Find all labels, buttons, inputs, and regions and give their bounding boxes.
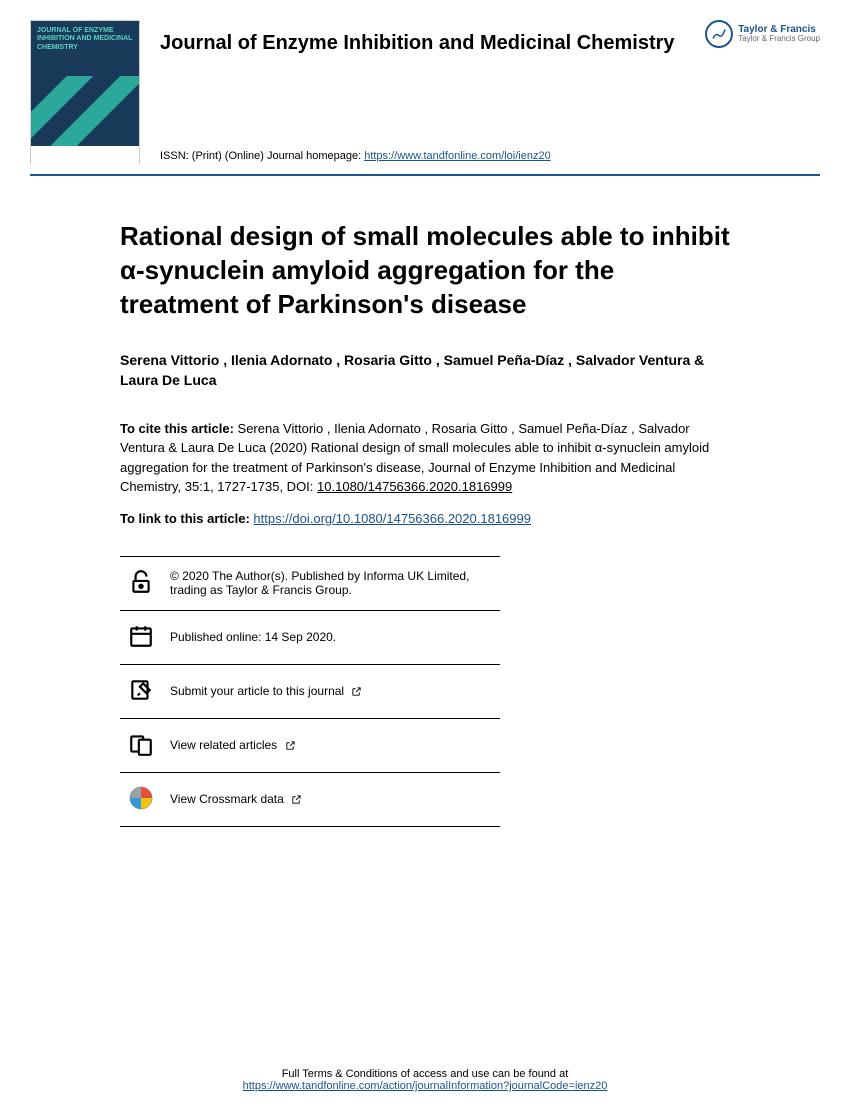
citation-block: To cite this article: Serena Vittorio , … — [120, 419, 730, 497]
info-table: © 2020 The Author(s). Published by Infor… — [120, 556, 500, 827]
authors: Serena Vittorio , Ilenia Adornato , Rosa… — [120, 351, 730, 390]
crossmark-text[interactable]: View Crossmark data — [170, 792, 284, 806]
footer: Full Terms & Conditions of access and us… — [0, 1068, 850, 1092]
footer-text: Full Terms & Conditions of access and us… — [0, 1068, 850, 1080]
issn-line: ISSN: (Print) (Online) Journal homepage:… — [160, 150, 551, 162]
journal-homepage-link[interactable]: https://www.tandfonline.com/loi/ienz20 — [364, 150, 551, 162]
published-text: Published online: 14 Sep 2020. — [162, 610, 500, 664]
external-link-icon — [351, 686, 362, 697]
crossmark-icon — [128, 785, 154, 811]
publisher-icon — [705, 20, 733, 48]
link-line: To link to this article: https://doi.org… — [120, 511, 730, 526]
issn-prefix: ISSN: (Print) (Online) Journal homepage: — [160, 150, 364, 162]
external-link-icon — [285, 740, 296, 751]
publisher-logo: Taylor & Francis Taylor & Francis Group — [705, 20, 820, 48]
main-content: Rational design of small molecules able … — [0, 180, 850, 827]
submit-text[interactable]: Submit your article to this journal — [170, 684, 344, 698]
header-divider — [30, 174, 820, 176]
related-icon — [128, 731, 154, 757]
publisher-subtitle: Taylor & Francis Group — [738, 35, 820, 44]
header: JOURNAL OF ENZYME INHIBITION AND MEDICIN… — [0, 0, 850, 180]
doi-link[interactable]: 10.1080/14756366.2020.1816999 — [317, 479, 512, 494]
journal-cover: JOURNAL OF ENZYME INHIBITION AND MEDICIN… — [30, 20, 140, 165]
published-row: Published online: 14 Sep 2020. — [120, 610, 500, 664]
calendar-icon — [128, 623, 154, 649]
journal-title: Journal of Enzyme Inhibition and Medicin… — [160, 32, 675, 55]
article-title: Rational design of small molecules able … — [120, 220, 730, 321]
license-text: © 2020 The Author(s). Published by Infor… — [162, 556, 500, 610]
license-row: © 2020 The Author(s). Published by Infor… — [120, 556, 500, 610]
crossmark-row[interactable]: View Crossmark data — [120, 772, 500, 826]
article-link[interactable]: https://doi.org/10.1080/14756366.2020.18… — [253, 511, 531, 526]
related-row[interactable]: View related articles — [120, 718, 500, 772]
related-text[interactable]: View related articles — [170, 738, 277, 752]
cite-label: To cite this article: — [120, 421, 234, 436]
link-label: To link to this article: — [120, 511, 253, 526]
external-link-icon — [291, 794, 302, 805]
submit-icon — [128, 677, 154, 703]
submit-row[interactable]: Submit your article to this journal — [120, 664, 500, 718]
cover-title: JOURNAL OF ENZYME INHIBITION AND MEDICIN… — [37, 27, 133, 52]
footer-link[interactable]: https://www.tandfonline.com/action/journ… — [243, 1080, 608, 1092]
open-access-icon — [128, 569, 154, 595]
